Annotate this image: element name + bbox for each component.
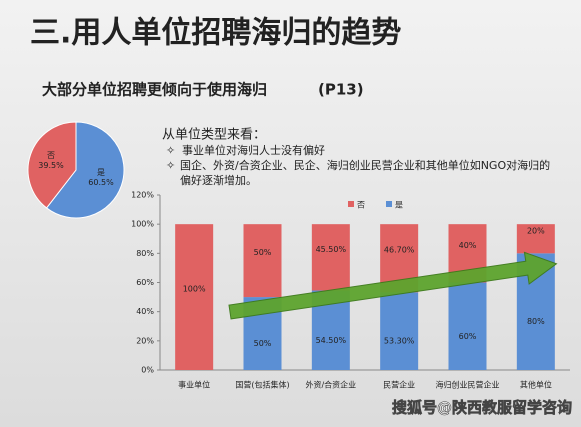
slide-title: 三.用人单位招聘海归的趋势 [30,16,401,51]
y-tick-label: 0% [141,366,154,375]
bar-segment [311,224,350,291]
bar-value-label: 20% [527,226,545,235]
y-tick-label: 80% [136,249,154,258]
x-tick-label: 事业单位 [178,380,210,390]
bar-value-label: 60% [459,332,477,341]
pie-slice [45,121,125,219]
bar-segment [380,292,419,370]
subtitle: 大部分单位招聘更倾向于使用海归 [42,81,267,99]
notes-heading: 从单位类型来看： [162,127,266,143]
bar-segment [448,282,487,370]
bar-value-label: 100% [183,285,206,294]
bar-value-label: 46.70% [384,246,415,255]
trend-arrow [228,251,558,320]
y-tick-label: 60% [136,278,154,287]
arrow-shape [228,251,558,320]
bar-segment [175,224,214,370]
bar-value-label: 45.50% [316,245,347,254]
bar-value-label: 50% [254,339,272,348]
watermark: 搜狐号@陕西教服留学咨询 [392,399,572,417]
x-tick-label: 其他单位 [520,380,552,390]
y-tick-label: 100% [131,220,154,229]
legend-label: 是 [395,201,403,210]
y-tick-label: 120% [131,191,154,200]
bar-value-label: 54.50% [316,336,347,345]
pie-chart: 是60.5% 否39.5% [27,121,125,219]
bar-segment [243,224,282,298]
page-ref: (P13) [318,81,364,99]
x-tick-label: 民营企业 [383,380,415,390]
x-tick-label: 国营(包括集体) [235,380,289,390]
note-bullet-box: 国企、外资/合资企业、民企、海归创业民营企业和其他单位如NGO对海归的偏好逐渐增… [180,159,551,187]
pie-slice [27,121,77,209]
legend-swatch [386,201,392,207]
slice-label: 39.5% [38,161,64,170]
y-tick-label: 20% [136,336,154,345]
note-bullet: 事业单位对海归人士没有偏好 [182,143,325,157]
bar-value-label: 80% [527,317,545,326]
bar-segment [516,224,555,254]
bullet-icon: ✧ [166,144,175,157]
slice-name: 否 [47,151,55,160]
y-tick-label: 40% [136,307,154,316]
bullet-icon: ✧ [166,159,175,172]
bar-value-label: 53.30% [384,337,415,346]
slice-label: 60.5% [88,178,114,187]
note-bullet: 国企、外资/合资企业、民企、海归创业民营企业和其他单位如NGO对海归的偏好逐渐增… [180,159,551,187]
x-tick-label: 海归创业民营企业 [436,380,500,390]
bar-value-label: 40% [459,241,477,250]
bar-value-label: 50% [254,248,272,257]
x-tick-label: 外资/合资企业 [305,380,356,390]
legend-label: 否 [357,201,365,210]
legend-swatch [348,201,354,207]
slice-name: 是 [97,168,105,177]
